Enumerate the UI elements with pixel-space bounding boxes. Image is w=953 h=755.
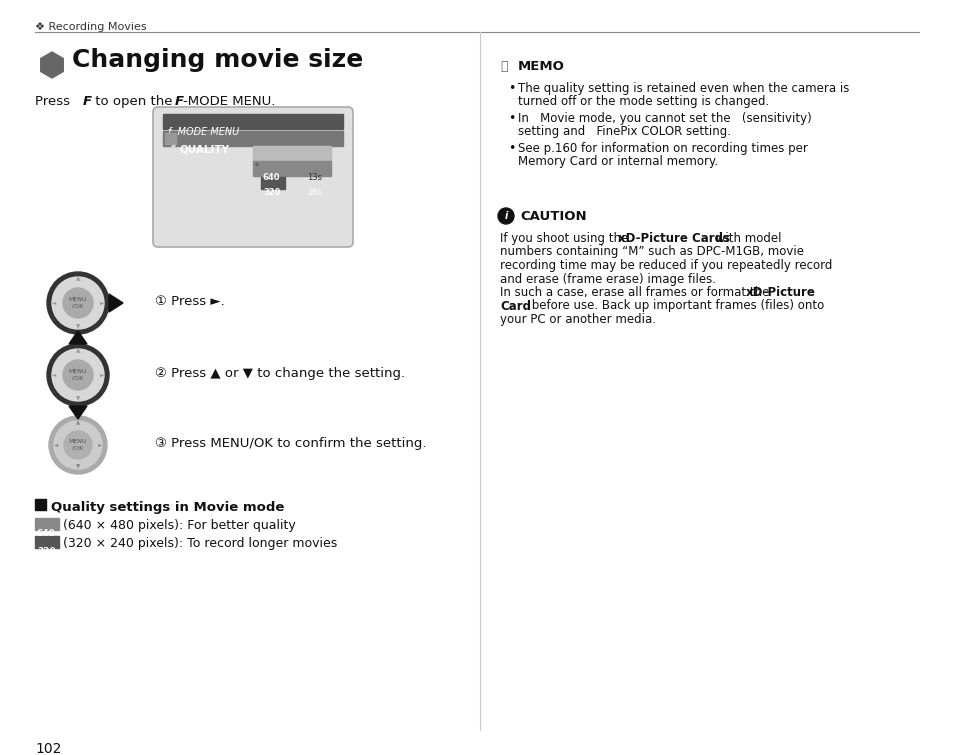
Text: ◄: ◄ (51, 372, 56, 378)
Text: Card: Card (499, 300, 531, 313)
FancyBboxPatch shape (152, 107, 353, 247)
Text: ◆: ◆ (254, 162, 259, 167)
Text: before use. Back up important frames (files) onto: before use. Back up important frames (fi… (527, 300, 823, 313)
Circle shape (64, 431, 91, 459)
Text: 320: 320 (263, 188, 280, 197)
Text: Memory Card or internal memory.: Memory Card or internal memory. (517, 155, 718, 168)
Circle shape (497, 208, 514, 224)
Text: The quality setting is retained even when the camera is: The quality setting is retained even whe… (517, 82, 848, 95)
Bar (35, 536, 59, 548)
Text: •: • (507, 112, 515, 125)
Text: ►: ► (100, 372, 104, 378)
Bar (261, 162, 285, 174)
Text: F: F (83, 95, 91, 108)
Circle shape (54, 421, 102, 469)
Text: numbers containing “M” such as DPC-M1GB, movie: numbers containing “M” such as DPC-M1GB,… (499, 245, 803, 258)
Bar (35, 518, 59, 530)
Text: -MODE MENU.: -MODE MENU. (183, 95, 275, 108)
Circle shape (63, 360, 92, 390)
Text: ▼: ▼ (76, 464, 80, 470)
Circle shape (63, 288, 92, 318)
Text: Quality settings in Movie mode: Quality settings in Movie mode (51, 501, 284, 514)
Text: ① Press ►.: ① Press ►. (154, 295, 225, 308)
Bar (163, 131, 343, 146)
Text: xD-Picture: xD-Picture (745, 286, 815, 299)
Text: 26s: 26s (307, 188, 322, 197)
Text: 13s: 13s (307, 173, 322, 182)
Text: CAUTION: CAUTION (519, 210, 586, 223)
Text: recording time may be reduced if you repeatedly record: recording time may be reduced if you rep… (499, 259, 832, 272)
Text: (640 × 480 pixels): For better quality: (640 × 480 pixels): For better quality (63, 519, 295, 532)
Circle shape (49, 416, 107, 474)
Text: ►: ► (100, 300, 104, 306)
Circle shape (47, 272, 109, 334)
Text: In such a case, erase all frames or format the: In such a case, erase all frames or form… (499, 286, 772, 299)
Polygon shape (69, 331, 87, 344)
Bar (253, 161, 331, 176)
Text: ❖ Recording Movies: ❖ Recording Movies (35, 22, 147, 32)
Text: ◄: ◄ (170, 143, 175, 149)
Text: turned off or the mode setting is changed.: turned off or the mode setting is change… (517, 95, 768, 108)
Text: Changing movie size: Changing movie size (71, 48, 363, 72)
Text: 640: 640 (37, 529, 55, 538)
Bar (253, 146, 331, 161)
Text: MEMO: MEMO (517, 60, 564, 73)
Text: ▲: ▲ (76, 276, 80, 282)
Text: i: i (504, 211, 507, 221)
Text: ◄: ◄ (51, 300, 56, 306)
Text: If you shoot using the: If you shoot using the (499, 232, 631, 245)
Text: •: • (507, 82, 515, 95)
Circle shape (52, 349, 104, 401)
Text: 640: 640 (263, 173, 280, 182)
Text: MENU
/OK: MENU /OK (69, 439, 87, 451)
Text: •: • (507, 142, 515, 155)
Text: F: F (174, 95, 184, 108)
Text: ◄: ◄ (53, 442, 58, 448)
Text: QUALITY: QUALITY (180, 144, 230, 154)
Text: (320 × 240 pixels): To record longer movies: (320 × 240 pixels): To record longer mov… (63, 537, 337, 550)
Text: MENU
/OK: MENU /OK (69, 369, 87, 381)
Text: MENU
/OK: MENU /OK (69, 297, 87, 309)
Text: 102: 102 (35, 742, 61, 755)
Text: ③ Press MENU/OK to confirm the setting.: ③ Press MENU/OK to confirm the setting. (154, 437, 426, 450)
Text: setting and   FinePix COLOR setting.: setting and FinePix COLOR setting. (517, 125, 730, 138)
Polygon shape (41, 52, 63, 78)
Text: ▲: ▲ (76, 349, 80, 353)
Text: ▲: ▲ (76, 421, 80, 426)
Text: ② Press ▲ or ▼ to change the setting.: ② Press ▲ or ▼ to change the setting. (154, 367, 405, 380)
Text: and erase (frame erase) image files.: and erase (frame erase) image files. (499, 273, 716, 285)
Bar (165, 133, 175, 144)
Text: 320: 320 (37, 547, 55, 556)
Text: Press: Press (35, 95, 74, 108)
Text: ►: ► (98, 442, 102, 448)
Text: 📋: 📋 (499, 60, 507, 73)
Polygon shape (69, 406, 87, 419)
Text: In   Movie mode, you cannot set the   (sensitivity): In Movie mode, you cannot set the (sensi… (517, 112, 811, 125)
Text: to open the: to open the (91, 95, 176, 108)
Text: f  MODE MENU: f MODE MENU (168, 127, 239, 137)
Bar (163, 114, 343, 129)
Text: with model: with model (711, 232, 781, 245)
Text: ▼: ▼ (76, 325, 80, 329)
Polygon shape (109, 294, 123, 312)
Circle shape (47, 344, 109, 406)
Text: xD-Picture Cards: xD-Picture Cards (618, 232, 729, 245)
Text: See p.160 for information on recording times per: See p.160 for information on recording t… (517, 142, 807, 155)
Bar (35, 499, 46, 510)
Text: your PC or another media.: your PC or another media. (499, 313, 656, 326)
Text: ▼: ▼ (76, 396, 80, 402)
Bar (261, 177, 285, 189)
Circle shape (52, 277, 104, 329)
